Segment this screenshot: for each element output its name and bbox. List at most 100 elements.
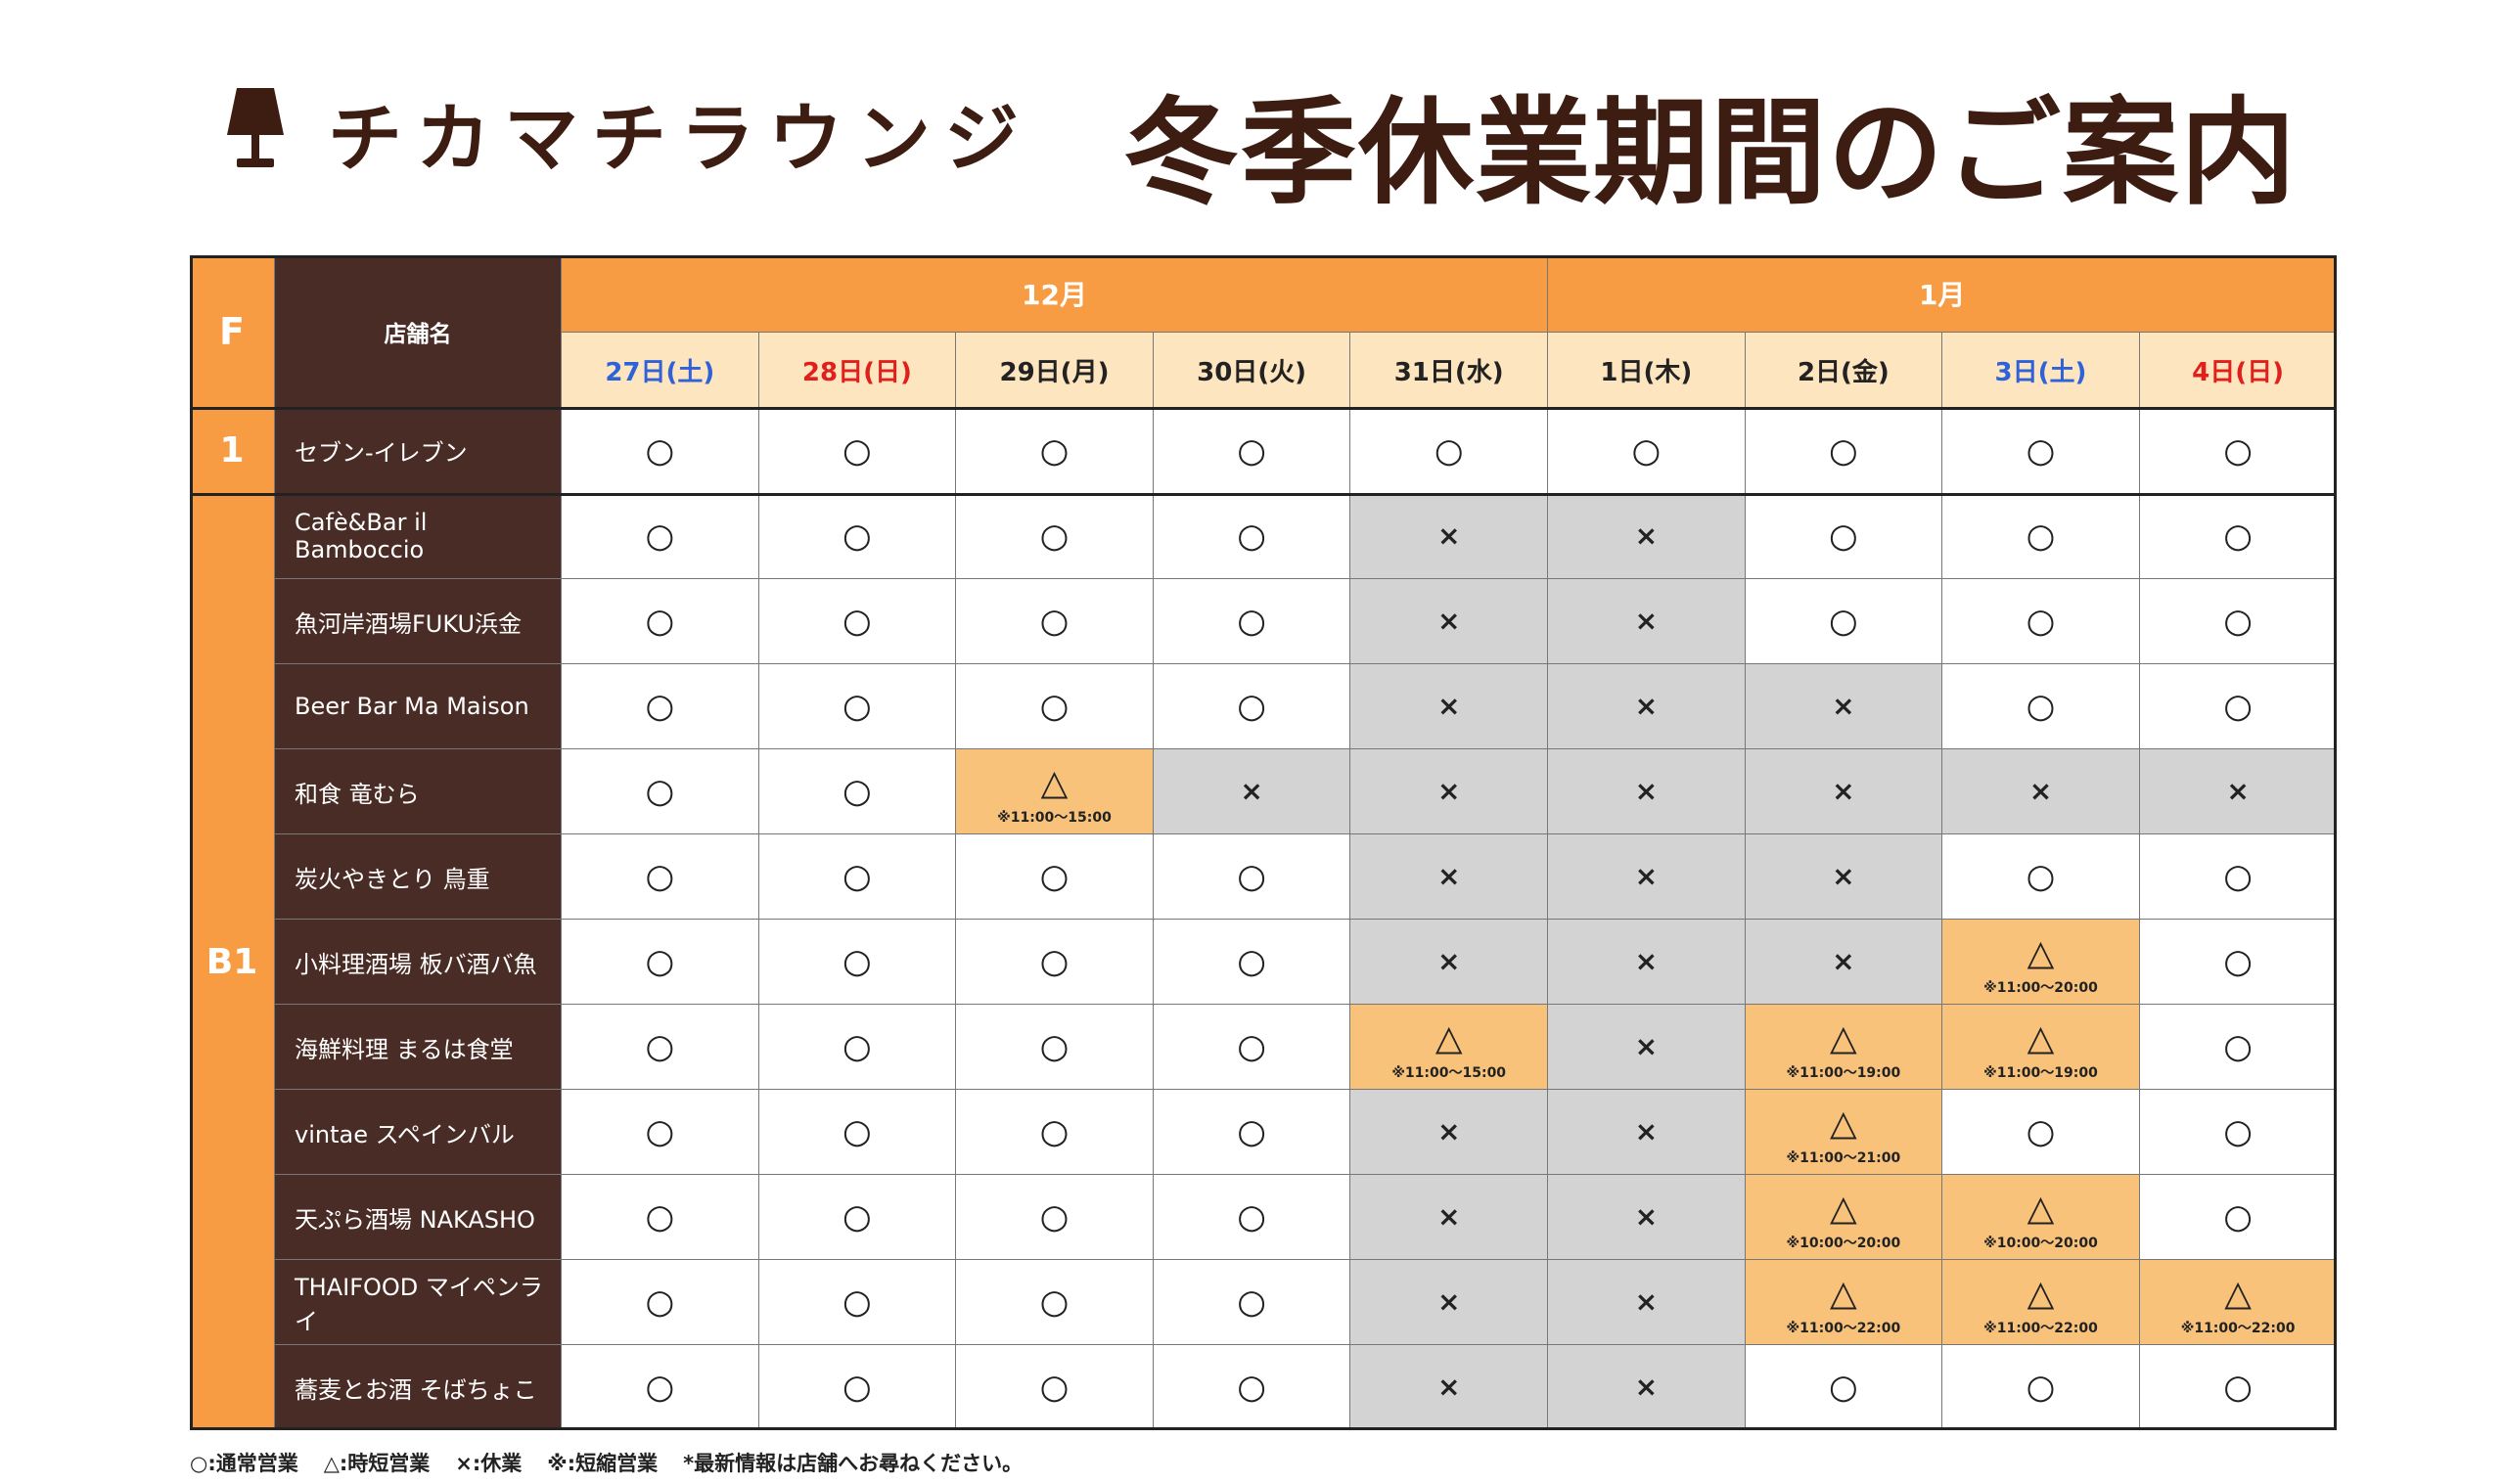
status-mark: ○: [2223, 857, 2253, 896]
status-mark: ○: [645, 772, 675, 811]
legend-item: ×:休業: [455, 1452, 523, 1475]
status-mark: ○: [2026, 857, 2056, 896]
table-border: [190, 255, 2337, 1430]
status-cell: ○: [956, 1260, 1154, 1345]
status-cell: ×: [1745, 664, 1943, 749]
status-mark: ○: [645, 1027, 675, 1066]
separator: [190, 492, 2337, 496]
status-cell: ○: [956, 1345, 1154, 1430]
status-mark: ×: [1634, 860, 1659, 892]
status-cell: ○: [1942, 494, 2140, 579]
schedule-table: F 店舗名 12月 27日(土) 28日(日) 29日(月) 30日(火) 31日(水) 1月 1…: [190, 255, 2338, 1430]
status-mark: ○: [2223, 687, 2253, 726]
status-cell: ○: [1153, 1175, 1351, 1260]
status-cell: ×: [1548, 1005, 1746, 1090]
status-cell: ×: [1350, 1345, 1548, 1430]
status-mark: ○: [843, 602, 872, 641]
status-cell: ○: [1942, 408, 2140, 494]
status-cell: ○: [1745, 579, 1943, 664]
hours-note: ※11:00〜15:00: [997, 810, 1112, 826]
status-cell: ×: [1350, 1260, 1548, 1345]
status-mark: ×: [1634, 690, 1659, 722]
legend: ○:通常営業 △:時短営業 ×:休業 ※:短縮営業 *最新情報は店舗へお尋ねください。: [190, 1448, 1048, 1477]
status-mark: ○: [843, 772, 872, 811]
status-mark: ×: [1634, 1200, 1659, 1233]
shop-name: 天ぷら酒場 NAKASHO: [275, 1175, 562, 1260]
status-cell: ×: [1745, 920, 1943, 1005]
shop-name: 炭火やきとり 鳥重: [275, 834, 562, 920]
status-cell: △ ※10:00〜20:00: [1942, 1175, 2140, 1260]
status-cell: ○: [758, 494, 957, 579]
status-cell: ○: [1942, 1345, 2140, 1430]
status-cell: ○: [562, 579, 759, 664]
hours-note: ※11:00〜21:00: [1786, 1150, 1901, 1166]
status-mark: ×: [1436, 1200, 1461, 1233]
status-mark: ○: [843, 1197, 872, 1237]
status-mark: ×: [1436, 775, 1461, 807]
hours-note: ※11:00〜22:00: [2180, 1321, 2296, 1336]
shop-name: Cafè&Bar il Bamboccio: [275, 494, 562, 579]
status-cell: ○: [562, 664, 759, 749]
status-mark: ○: [645, 857, 675, 896]
status-mark: ○: [1039, 857, 1070, 896]
status-cell: ○: [1942, 664, 2140, 749]
shop-name: 和食 竜むら: [275, 749, 562, 834]
status-mark: ○: [645, 430, 675, 471]
status-mark: ×: [2226, 775, 2250, 807]
day-header: 1日(木): [1548, 333, 1746, 408]
status-cell: ○: [2139, 494, 2338, 579]
status-cell: ×: [1548, 1260, 1746, 1345]
status-cell: △ ※10:00〜20:00: [1745, 1175, 1943, 1260]
status-mark: △: [1830, 1018, 1857, 1058]
status-cell: ○: [1745, 1345, 1943, 1430]
status-mark: ×: [1634, 1115, 1659, 1147]
status-mark: ○: [645, 942, 675, 981]
status-cell: ○: [1942, 579, 2140, 664]
status-cell: ×: [1350, 1090, 1548, 1175]
status-mark: ×: [1832, 945, 1855, 977]
status-mark: △: [2027, 933, 2055, 973]
status-mark: ○: [1039, 1368, 1070, 1407]
status-cell: ○: [562, 1005, 759, 1090]
status-cell: ×: [2139, 749, 2338, 834]
hours-note: ※11:00〜19:00: [1983, 1065, 2098, 1081]
status-mark: ○: [1237, 942, 1266, 981]
status-mark: ○: [2026, 687, 2056, 726]
status-cell: ○: [758, 834, 957, 920]
status-cell: ×: [1548, 1175, 1746, 1260]
status-cell: ○: [2139, 408, 2338, 494]
status-mark: △: [2027, 1018, 2055, 1058]
status-cell: ×: [1350, 920, 1548, 1005]
status-mark: ○: [2223, 517, 2253, 556]
status-mark: ○: [843, 517, 872, 556]
status-cell: ×: [1153, 749, 1351, 834]
status-cell: ×: [1548, 579, 1746, 664]
shop-name: 魚河岸酒場FUKU浜金: [275, 579, 562, 664]
status-mark: ○: [645, 517, 675, 556]
status-cell: ×: [1548, 664, 1746, 749]
status-mark: ×: [1634, 775, 1659, 807]
status-mark: ○: [1829, 430, 1858, 471]
hours-note: ※11:00〜19:00: [1786, 1065, 1901, 1081]
status-mark: ○: [1039, 1197, 1070, 1237]
status-cell: ○: [2139, 1090, 2338, 1175]
status-mark: ○: [2026, 602, 2056, 641]
hours-note: ※10:00〜20:00: [1786, 1236, 1901, 1251]
status-mark: ○: [1039, 942, 1070, 981]
status-cell: ○: [758, 408, 957, 494]
status-mark: △: [1435, 1018, 1463, 1058]
status-mark: ○: [645, 602, 675, 641]
status-cell: ○: [1153, 1005, 1351, 1090]
status-mark: ○: [1039, 1112, 1070, 1151]
status-mark: ×: [1634, 1285, 1659, 1318]
separator: [190, 406, 2337, 410]
status-cell: ○: [1153, 1260, 1351, 1345]
status-mark: ○: [1829, 1368, 1858, 1407]
status-mark: ○: [1434, 430, 1464, 471]
status-cell: ×: [1350, 1175, 1548, 1260]
status-mark: ×: [1634, 1030, 1659, 1062]
status-cell: ○: [1153, 1090, 1351, 1175]
status-cell: ○: [562, 1090, 759, 1175]
status-mark: ○: [2026, 1368, 2056, 1407]
status-mark: ○: [1039, 1282, 1070, 1322]
